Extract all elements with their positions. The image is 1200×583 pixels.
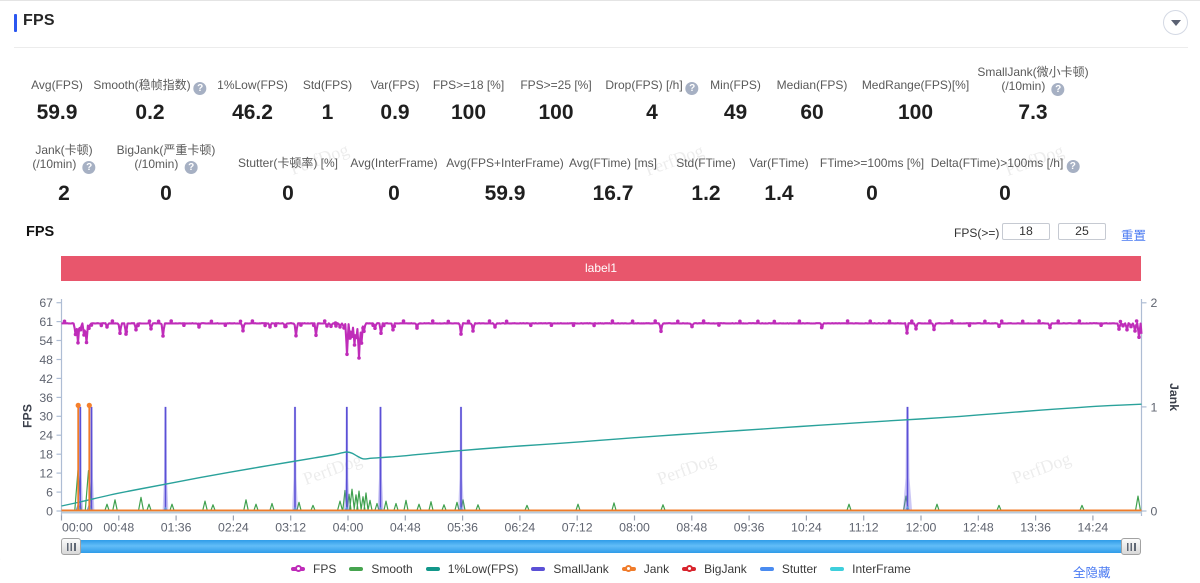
svg-text:08:48: 08:48 (676, 521, 707, 535)
svg-text:08:00: 08:00 (619, 521, 650, 535)
svg-text:54: 54 (39, 334, 53, 348)
svg-text:14:24: 14:24 (1078, 521, 1109, 535)
svg-text:03:12: 03:12 (275, 521, 306, 535)
svg-text:12:48: 12:48 (963, 521, 994, 535)
svg-text:2: 2 (1151, 296, 1158, 310)
svg-text:09:36: 09:36 (734, 521, 765, 535)
svg-text:0: 0 (46, 504, 53, 518)
svg-text:FPS: FPS (21, 404, 35, 428)
svg-text:13:36: 13:36 (1020, 521, 1051, 535)
svg-text:Jank: Jank (1167, 383, 1181, 411)
svg-text:6: 6 (46, 486, 53, 500)
svg-text:02:24: 02:24 (218, 521, 249, 535)
svg-text:42: 42 (39, 372, 53, 386)
svg-text:04:48: 04:48 (390, 521, 421, 535)
svg-text:12: 12 (39, 467, 53, 481)
svg-text:61: 61 (39, 315, 53, 329)
svg-text:36: 36 (39, 391, 53, 405)
svg-text:05:36: 05:36 (447, 521, 478, 535)
svg-text:04:00: 04:00 (333, 521, 364, 535)
svg-text:11:12: 11:12 (849, 521, 879, 535)
svg-text:48: 48 (39, 353, 53, 367)
svg-text:0: 0 (1151, 504, 1158, 518)
svg-text:00:00: 00:00 (62, 521, 93, 535)
svg-text:24: 24 (39, 429, 53, 443)
svg-text:01:36: 01:36 (161, 521, 192, 535)
svg-text:12:00: 12:00 (906, 521, 937, 535)
svg-text:06:24: 06:24 (505, 521, 536, 535)
svg-text:10:24: 10:24 (791, 521, 822, 535)
svg-text:30: 30 (39, 410, 53, 424)
svg-text:18: 18 (39, 448, 53, 462)
svg-text:07:12: 07:12 (562, 521, 593, 535)
svg-text:67: 67 (39, 296, 53, 310)
svg-text:1: 1 (1151, 400, 1158, 414)
svg-text:00:48: 00:48 (103, 521, 134, 535)
